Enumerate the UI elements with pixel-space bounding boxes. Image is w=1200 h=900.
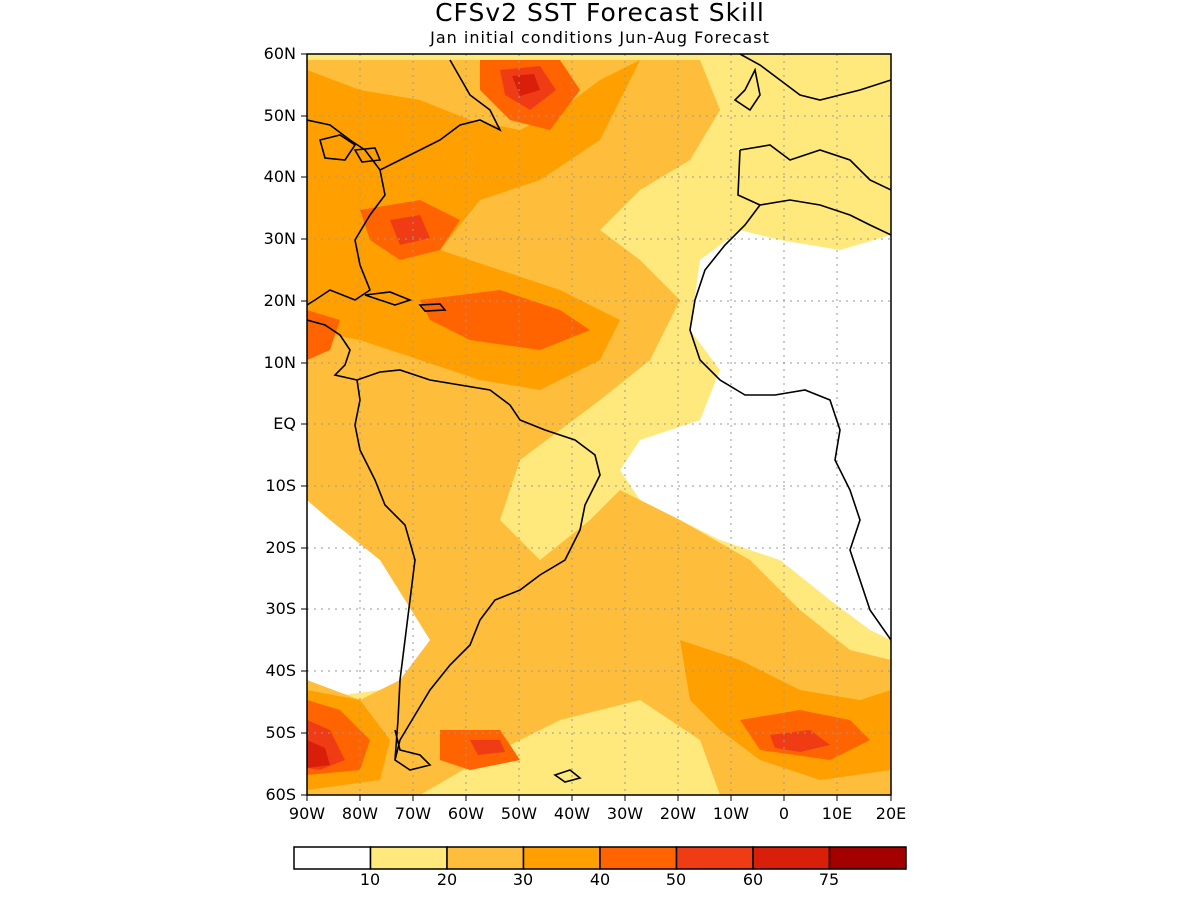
coast-south-america bbox=[354, 369, 601, 771]
map-title: CFSv2 SST Forecast Skill bbox=[435, 0, 765, 27]
lon-label: 50W bbox=[500, 804, 538, 823]
map-subtitle: Jan initial conditions Jun-Aug Forecast bbox=[430, 28, 770, 47]
lon-label: 70W bbox=[394, 804, 432, 823]
lat-label: 10N bbox=[263, 353, 296, 372]
lon-label: 60W bbox=[447, 804, 485, 823]
coast-north-america bbox=[307, 59, 502, 306]
legend-box-3 bbox=[522, 846, 601, 870]
lat-label: 30N bbox=[263, 229, 296, 248]
lat-label: 60S bbox=[265, 785, 296, 804]
lat-label: 30S bbox=[265, 599, 296, 618]
lat-label: 20S bbox=[265, 538, 296, 557]
lon-label: 10E bbox=[821, 804, 853, 823]
coast-great-lakes bbox=[319, 134, 382, 163]
coast-africa bbox=[689, 149, 891, 641]
legend-box-5 bbox=[675, 846, 754, 870]
legend-box-6 bbox=[752, 846, 831, 870]
legend-label: 30 bbox=[512, 870, 534, 889]
lon-label: 10W bbox=[712, 804, 750, 823]
coastlines bbox=[307, 54, 891, 783]
lon-label: 0 bbox=[778, 804, 790, 823]
lat-label: 20N bbox=[263, 291, 296, 310]
coast-south-georgia bbox=[553, 769, 582, 783]
lon-label: 30W bbox=[606, 804, 644, 823]
lat-label: 50S bbox=[265, 723, 296, 742]
legend-box-7 bbox=[828, 846, 907, 870]
lat-label: 40S bbox=[265, 661, 296, 680]
lon-label: 20E bbox=[875, 804, 907, 823]
legend-label: 75 bbox=[818, 870, 840, 889]
axis-ticks bbox=[301, 53, 892, 801]
legend-box-2 bbox=[446, 846, 525, 870]
legend-box-1 bbox=[369, 846, 448, 870]
coast-europe bbox=[733, 54, 891, 191]
legend-label: 60 bbox=[742, 870, 764, 889]
coast-central-america bbox=[307, 319, 358, 381]
coast-caribbean bbox=[364, 291, 447, 312]
lat-label: 40N bbox=[263, 167, 296, 186]
lat-label: 60N bbox=[263, 44, 296, 63]
lat-label: EQ bbox=[273, 414, 296, 433]
lat-label: 10S bbox=[265, 476, 296, 495]
legend-label: 20 bbox=[436, 870, 458, 889]
legend-label: 40 bbox=[589, 870, 611, 889]
legend-box-4 bbox=[599, 846, 678, 870]
legend-box-0 bbox=[293, 846, 372, 870]
shaded-field bbox=[307, 54, 891, 795]
color-legend bbox=[293, 846, 907, 870]
lon-label: 20W bbox=[659, 804, 697, 823]
lat-label: 50N bbox=[263, 106, 296, 125]
lon-label: 80W bbox=[341, 804, 379, 823]
legend-label: 50 bbox=[665, 870, 687, 889]
lat-lon-grid bbox=[307, 54, 891, 795]
skill-region-30-40 bbox=[307, 60, 640, 390]
lon-label: 40W bbox=[553, 804, 591, 823]
lon-label: 90W bbox=[288, 804, 326, 823]
skill-region-20-30 bbox=[307, 60, 891, 795]
legend-label: 10 bbox=[359, 870, 381, 889]
